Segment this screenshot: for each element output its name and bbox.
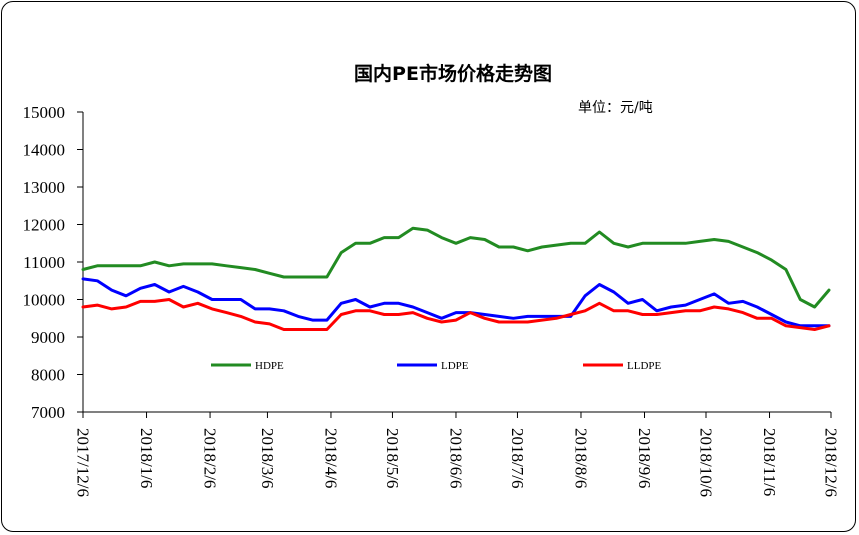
x-tick-label: 2018/12/6 — [822, 428, 841, 497]
x-tick-label: 2018/5/6 — [383, 428, 402, 488]
y-tick-label: 7000 — [31, 403, 65, 422]
legend-label: LLDPE — [627, 360, 662, 372]
x-tick-label: 2018/2/6 — [201, 428, 220, 488]
x-tick-label: 2018/9/6 — [635, 428, 654, 488]
legend-label: HDPE — [255, 360, 284, 372]
x-axis-ticks: 2017/12/6 2018/1/6 2018/2/6 2018/3/6 2018/4/… — [74, 412, 841, 497]
y-tick-label: 9000 — [31, 328, 65, 347]
y-tick-label: 8000 — [31, 366, 65, 385]
x-tick-label: 2018/3/6 — [258, 428, 277, 488]
chart-title: 国内PE市场价格走势图 — [354, 62, 552, 85]
legend: HDPE LDPE LLDPE — [211, 360, 662, 372]
x-tick-label: 2018/6/6 — [446, 428, 465, 488]
series-line-lldpe — [81, 298, 831, 331]
series-line-hdpe — [81, 226, 831, 309]
x-tick-label: 2018/7/6 — [508, 428, 527, 488]
x-tick-label: 2018/11/6 — [760, 428, 779, 496]
series-line-ldpe — [81, 277, 831, 328]
y-tick-label: 11000 — [23, 253, 65, 272]
x-tick-label: 2018/8/6 — [571, 428, 590, 488]
legend-label: LDPE — [441, 360, 469, 372]
x-tick-label: 2018/1/6 — [137, 428, 156, 488]
y-tick-label: 12000 — [23, 216, 66, 235]
y-tick-label: 10000 — [23, 291, 66, 310]
y-tick-label: 13000 — [23, 178, 66, 197]
x-tick-label: 2017/12/6 — [74, 428, 93, 497]
unit-label: 单位：元/吨 — [578, 100, 653, 116]
y-tick-label: 14000 — [23, 141, 66, 160]
y-axis-ticks: 7000 8000 9000 10000 11000 12000 13000 14000 150… — [23, 103, 83, 422]
y-tick-label: 15000 — [23, 103, 66, 122]
x-tick-label: 2018/10/6 — [696, 428, 715, 497]
series-lines — [81, 226, 831, 331]
x-tick-label: 2018/4/6 — [321, 428, 340, 488]
